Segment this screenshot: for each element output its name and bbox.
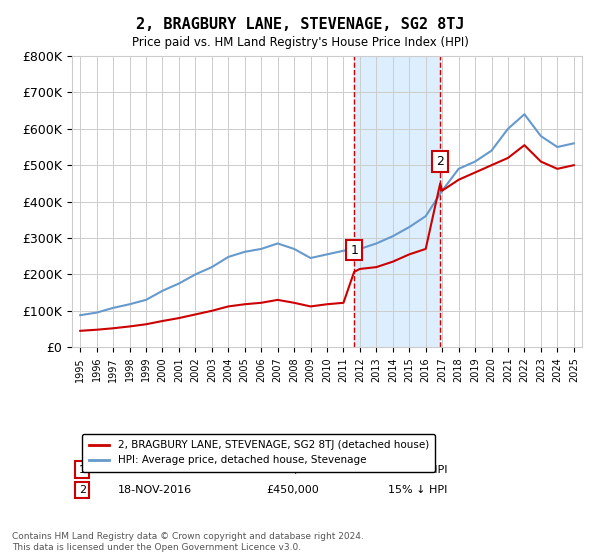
Text: Price paid vs. HM Land Registry's House Price Index (HPI): Price paid vs. HM Land Registry's House …	[131, 36, 469, 49]
Text: 26-AUG-2011: 26-AUG-2011	[118, 464, 192, 474]
Text: Contains HM Land Registry data © Crown copyright and database right 2024.
This d: Contains HM Land Registry data © Crown c…	[12, 532, 364, 552]
Bar	[354, 56, 440, 347]
Text: 2, BRAGBURY LANE, STEVENAGE, SG2 8TJ: 2, BRAGBURY LANE, STEVENAGE, SG2 8TJ	[136, 17, 464, 32]
Text: 1: 1	[350, 244, 358, 256]
Text: 18-NOV-2016: 18-NOV-2016	[118, 485, 192, 495]
Text: 2: 2	[436, 155, 444, 168]
Text: £450,000: £450,000	[266, 485, 319, 495]
Text: 38% ↓ HPI: 38% ↓ HPI	[388, 464, 448, 474]
Text: 2: 2	[79, 485, 86, 495]
Text: £207,000: £207,000	[266, 464, 319, 474]
Text: 1: 1	[79, 464, 86, 474]
Legend: 2, BRAGBURY LANE, STEVENAGE, SG2 8TJ (detached house), HPI: Average price, detac: 2, BRAGBURY LANE, STEVENAGE, SG2 8TJ (de…	[82, 434, 435, 472]
Text: 15% ↓ HPI: 15% ↓ HPI	[388, 485, 448, 495]
